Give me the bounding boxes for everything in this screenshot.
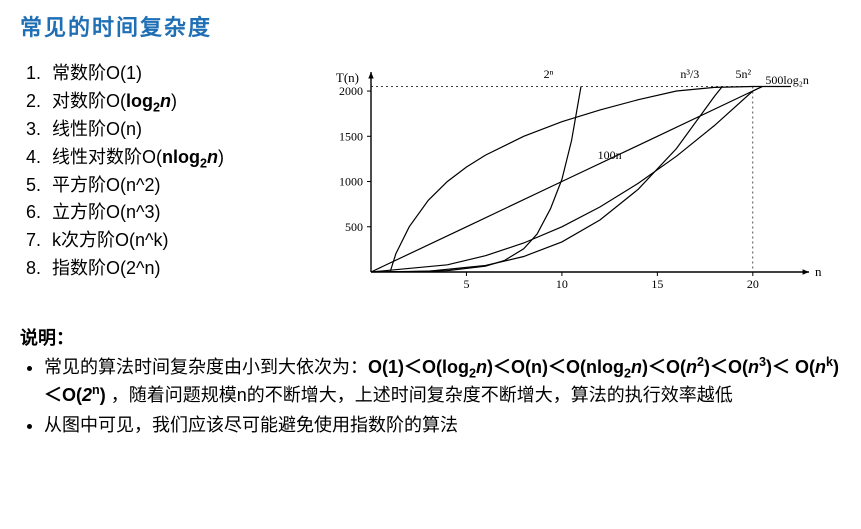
page-title: 常见的时间复杂度 [20,10,841,42]
svg-text:2000: 2000 [339,84,363,98]
list-item: 对数阶O(log2n) [46,88,325,116]
list-item: 立方阶O(n^3) [46,199,325,227]
explain-item: 从图中可见，我们应该尽可能避免使用指数阶的算法 [44,412,841,440]
svg-text:n: n [815,264,822,279]
explain-item: 常见的算法时间复杂度由小到大依次为：Ο(1)＜Ο(log2n)＜Ο(n)＜Ο(n… [44,354,841,410]
svg-text:1500: 1500 [339,129,363,143]
list-item: 线性对数阶O(nlog2n) [46,144,325,172]
svg-text:10: 10 [556,277,568,291]
svg-text:100n: 100n [598,148,622,162]
complexity-chart: 500 1000 1500 2000 5 10 15 20 T(n) n 2ⁿ n³/3 5n² 500l… [325,66,835,306]
svg-text:1000: 1000 [339,175,363,189]
svg-text:5: 5 [463,277,469,291]
list-item: 指数阶O(2^n) [46,255,325,283]
complexity-list: 常数阶O(1)对数阶O(log2n)线性阶O(n)线性对数阶O(nlog2n)平… [20,60,325,283]
svg-text:500: 500 [345,220,363,234]
explain-heading: 说明： [20,324,841,350]
list-item: 常数阶O(1) [46,60,325,88]
list-item: 平方阶O(n^2) [46,172,325,200]
svg-text:n³/3: n³/3 [680,67,699,81]
svg-text:500log₂n: 500log₂n [765,73,809,87]
svg-text:5n²: 5n² [735,67,751,81]
explain-bullets: 常见的算法时间复杂度由小到大依次为：Ο(1)＜Ο(log2n)＜Ο(n)＜Ο(n… [20,354,841,440]
list-item: k次方阶O(n^k) [46,227,325,255]
svg-text:2ⁿ: 2ⁿ [544,67,554,81]
svg-text:15: 15 [651,277,663,291]
svg-text:20: 20 [747,277,759,291]
list-item: 线性阶O(n) [46,116,325,144]
svg-text:T(n): T(n) [336,70,359,85]
